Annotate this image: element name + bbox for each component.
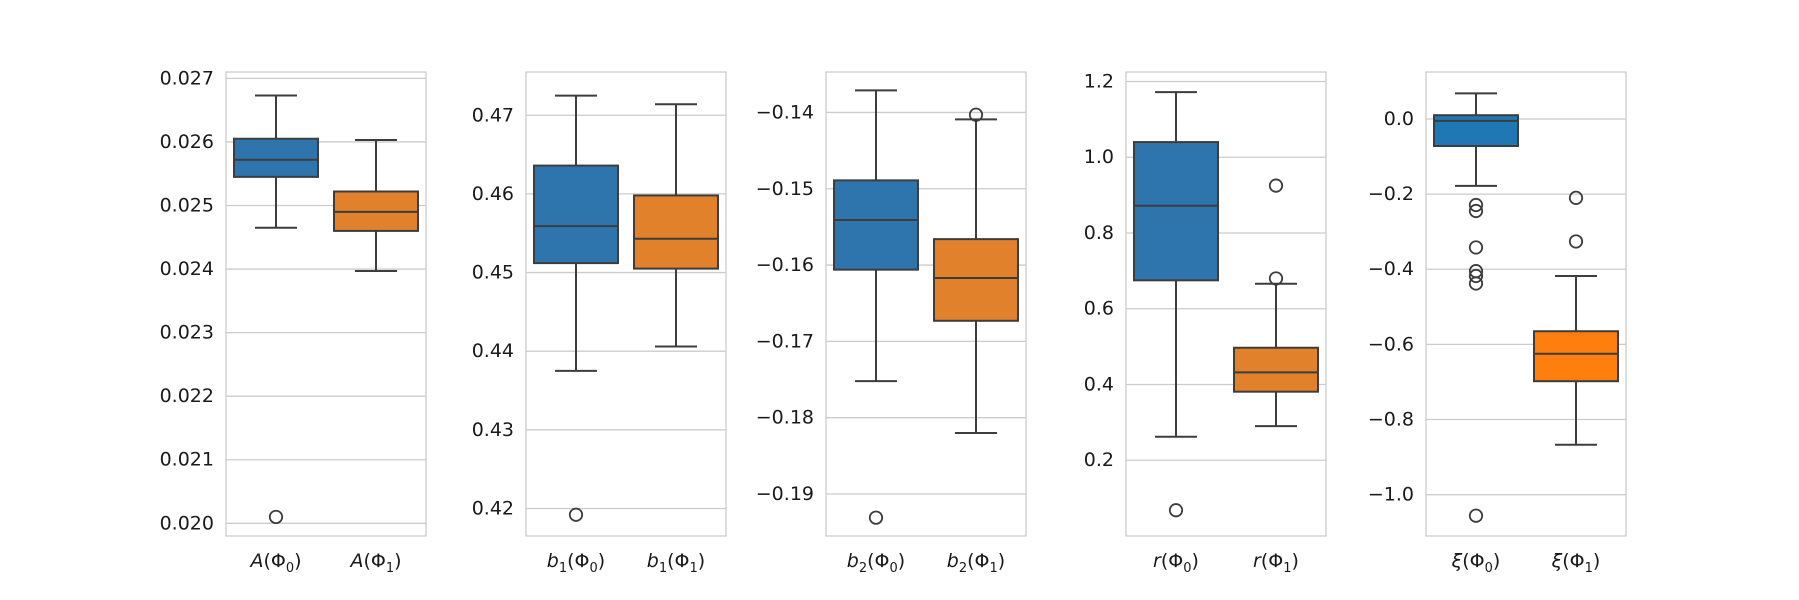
iqr-box: [533, 164, 619, 265]
axes-frame: [1125, 71, 1327, 537]
y-tick-label: 0.44: [472, 340, 514, 362]
y-tick-label: 0.43: [472, 419, 514, 441]
iqr-box: [1433, 114, 1519, 148]
iqr-box: [233, 137, 319, 178]
x-tick-label: A(Φ1): [348, 550, 401, 576]
y-tick-label: −0.18: [756, 407, 814, 429]
x-tick-label: b2(Φ1): [947, 550, 1005, 576]
outlier-point: [1468, 203, 1484, 219]
x-tick-label: ξ(Φ0): [1451, 550, 1501, 576]
iqr-box: [633, 194, 719, 270]
outlier-point: [268, 509, 284, 525]
chart-panel-1: 0.020 0.021 0.022 0.023 0.024 0.025 0.026 0.027…: [160, 67, 427, 576]
outlier-point: [1268, 178, 1284, 193]
box-phi0: [1133, 91, 1219, 518]
x-tick-label: b1(Φ0): [547, 550, 605, 576]
outlier-point: [1468, 240, 1484, 255]
box-phi0: [533, 94, 619, 522]
iqr-box: [1233, 346, 1319, 393]
box-phi0: [1433, 92, 1519, 523]
box-phi1: [1233, 178, 1319, 428]
y-tick-label: −0.16: [756, 254, 814, 276]
x-tick-label: ξ(Φ1): [1551, 550, 1601, 576]
chart-panel-5: −1.0 −0.8 −0.6 −0.4 −0.2 0.0 ξ(Φ0) ξ(Φ1): [1368, 71, 1627, 576]
y-tick-label: 0.025: [160, 194, 214, 216]
y-tick-label: 0.2: [1084, 449, 1114, 471]
y-tick-label: 0.026: [160, 131, 214, 153]
outlier-point: [1468, 508, 1484, 523]
x-tick-label: b1(Φ1): [647, 550, 705, 576]
y-tick-label: 0.024: [160, 258, 214, 280]
outlier-point: [1468, 276, 1484, 291]
axes-frame: [825, 71, 1027, 537]
outlier-point: [868, 510, 884, 525]
box-phi0: [833, 89, 919, 525]
chart-panel-3: −0.19 −0.18 −0.17 −0.16 −0.15 −0.14 b2(Φ0) b2(Φ…: [756, 71, 1027, 576]
y-tick-label: 0.4: [1084, 373, 1114, 395]
y-tick-label: 0.42: [472, 497, 514, 519]
axes-frame: [1425, 71, 1627, 537]
box-phi1: [933, 107, 1019, 434]
y-tick-label: 0.022: [160, 385, 214, 407]
outlier-point: [568, 507, 584, 522]
outlier-point: [1568, 234, 1584, 249]
y-tick-label: −0.6: [1368, 333, 1414, 355]
iqr-box: [1133, 141, 1219, 282]
box-phi1: [1533, 190, 1619, 446]
chart-panel-2: 0.42 0.43 0.44 0.45 0.46 0.47 b1(Φ0) b1(Φ1): [472, 71, 727, 576]
y-tick-label: 1.0: [1084, 146, 1114, 168]
y-tick-label: 0.023: [160, 322, 214, 344]
x-tick-label: A(Φ0): [248, 550, 301, 576]
box-phi1: [333, 139, 419, 272]
outlier-point: [968, 107, 984, 122]
y-tick-label: 0.027: [160, 67, 214, 89]
axes-frame: [225, 71, 427, 537]
y-tick-label: −1.0: [1368, 484, 1414, 506]
chart-panel-4: 0.2 0.4 0.6 0.8 1.0 1.2 r(Φ0) r(Φ1): [1084, 70, 1327, 576]
y-tick-label: 0.47: [472, 104, 514, 126]
axes-frame: [525, 71, 727, 537]
y-tick-label: 1.2: [1084, 70, 1114, 92]
outlier-point: [1168, 503, 1184, 518]
x-tick-label: b2(Φ0): [847, 550, 905, 576]
box-phi0: [233, 94, 319, 525]
x-tick-label: r(Φ1): [1253, 550, 1299, 576]
y-tick-label: 0.46: [472, 183, 514, 205]
y-tick-label: −0.4: [1368, 258, 1414, 280]
y-tick-label: −0.8: [1368, 409, 1414, 431]
x-tick-label: r(Φ0): [1153, 550, 1199, 576]
y-tick-label: −0.17: [756, 330, 814, 352]
outlier-point: [1268, 271, 1284, 286]
outlier-point: [1568, 190, 1584, 205]
y-tick-label: −0.2: [1368, 183, 1414, 205]
y-tick-label: 0.0: [1384, 108, 1414, 130]
y-tick-label: −0.19: [756, 483, 814, 505]
y-tick-label: 0.020: [160, 512, 214, 534]
y-tick-label: 0.6: [1084, 298, 1114, 320]
y-tick-label: 0.45: [472, 262, 514, 284]
iqr-box: [1533, 330, 1619, 383]
y-tick-label: 0.021: [160, 449, 214, 471]
outlier-point: [1468, 197, 1484, 213]
iqr-box: [833, 179, 919, 271]
y-tick-label: −0.15: [756, 178, 814, 200]
y-tick-label: 0.8: [1084, 222, 1114, 244]
iqr-box: [933, 238, 1019, 322]
y-tick-label: −0.14: [756, 101, 814, 123]
box-phi1: [633, 103, 719, 348]
outlier-point: [1468, 268, 1484, 284]
